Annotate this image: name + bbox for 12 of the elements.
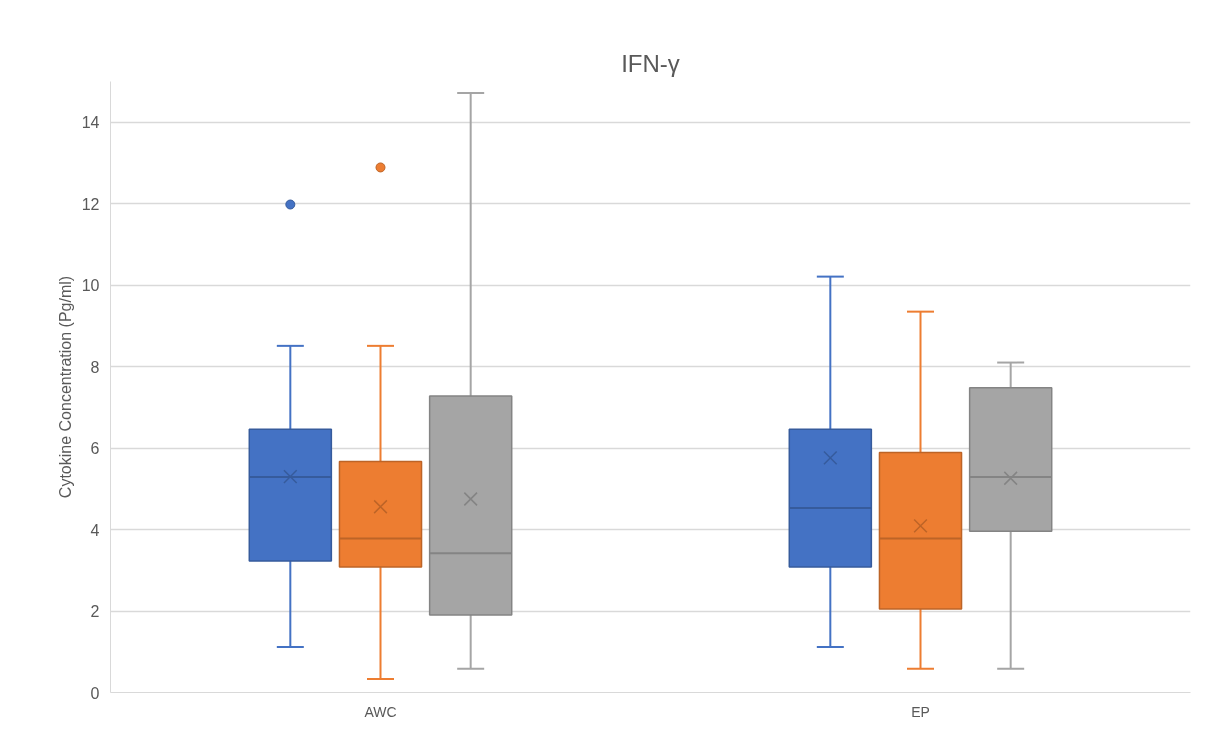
chart-title: IFN-γ (621, 49, 680, 77)
y-tick-label: 12 (81, 195, 100, 213)
y-tick-label: 6 (90, 440, 100, 458)
y-tick-label: 0 (90, 684, 100, 702)
y-tick-label: 2 (90, 603, 100, 621)
y-axis-title: Cytokine Concentration (Pg/ml) (56, 275, 74, 499)
y-tick-label: 8 (90, 358, 100, 376)
x-tick-label: AWC (364, 703, 397, 720)
y-tick-label: 4 (90, 521, 100, 539)
y-tick-label: 10 (81, 277, 100, 295)
x-tick-label: EP (911, 703, 930, 720)
y-tick-label: 14 (81, 114, 100, 132)
